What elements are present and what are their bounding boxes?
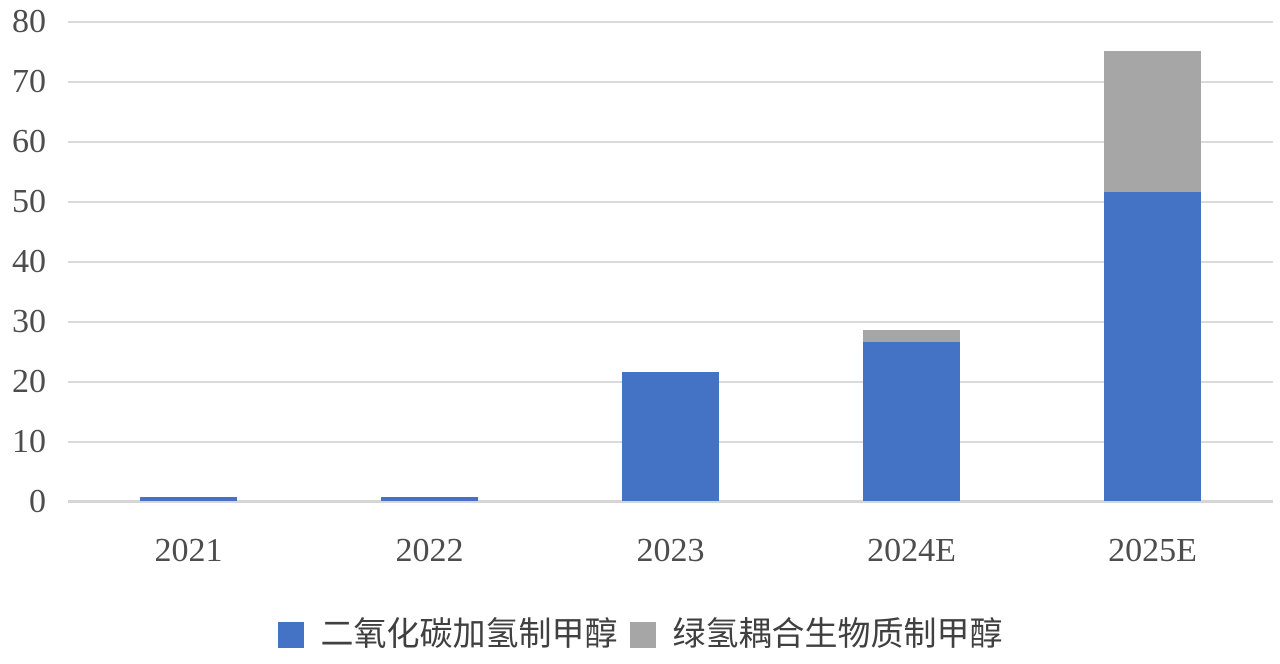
- x-tick-label-2023: 2023: [636, 532, 705, 569]
- gridline-30: [68, 321, 1273, 323]
- legend: 二氧化碳加氢制甲醇 绿氢耦合生物质制甲醇: [0, 612, 1280, 658]
- y-tick-label: 30: [12, 303, 46, 340]
- x-axis: 2021 2022 2023 2024E 2025E: [68, 528, 1273, 574]
- legend-swatch-icon: [629, 622, 656, 648]
- y-tick-label: 10: [12, 423, 46, 460]
- x-tick-label-2025E: 2025E: [1108, 532, 1197, 569]
- gridline-50: [68, 201, 1273, 203]
- gridline-80: [68, 21, 1273, 23]
- y-tick-label: 80: [12, 3, 46, 40]
- y-tick-label: 20: [12, 363, 46, 400]
- bar-segment-blue-2024E: [863, 342, 960, 501]
- x-tick-label-2022: 2022: [395, 532, 464, 569]
- legend-item-gray-series: 绿氢耦合生物质制甲醇: [629, 615, 1003, 655]
- y-tick-label: 70: [12, 63, 46, 100]
- gridline-40: [68, 261, 1273, 263]
- bar-segment-blue-2022: [381, 497, 478, 501]
- gridline-70: [68, 81, 1273, 83]
- y-tick-label: 0: [29, 483, 46, 520]
- bar-group-2022: [381, 497, 478, 501]
- legend-label: 绿氢耦合生物质制甲醇: [672, 617, 1003, 653]
- bar-segment-blue-2025E: [1104, 192, 1201, 501]
- legend-label: 二氧化碳加氢制甲醇: [320, 617, 618, 653]
- bar-group-2025E: [1104, 51, 1201, 501]
- bar-segment-gray-2025E: [1104, 51, 1201, 192]
- bar-segment-gray-2024E: [863, 330, 960, 342]
- bar-group-2023: [622, 372, 719, 501]
- gridline-60: [68, 141, 1273, 143]
- legend-item-blue-series: 二氧化碳加氢制甲醇: [277, 615, 618, 655]
- x-axis-line: [68, 500, 1273, 503]
- legend-swatch-icon: [277, 622, 304, 648]
- bar-segment-blue-2023: [622, 372, 719, 501]
- y-tick-label: 60: [12, 123, 46, 160]
- plot-area: [68, 21, 1273, 503]
- y-tick-label: 40: [12, 243, 46, 280]
- bar-segment-blue-2021: [140, 497, 237, 501]
- bar-group-2024E: [863, 330, 960, 501]
- y-axis: 0 10 20 30 40 50 60 70 80: [0, 5, 46, 519]
- y-tick-label: 50: [12, 183, 46, 220]
- bar-group-2021: [140, 497, 237, 501]
- x-tick-label-2024E: 2024E: [867, 532, 956, 569]
- x-tick-label-2021: 2021: [154, 532, 223, 569]
